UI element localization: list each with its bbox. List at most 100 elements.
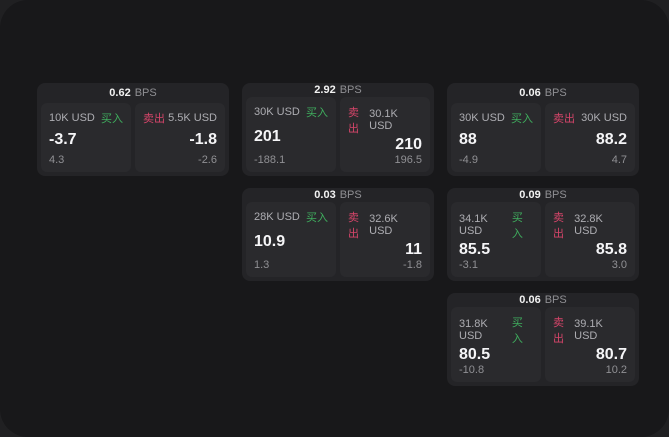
bps-header: 0.09 BPS [447,188,639,202]
quote-card-body: 30K USD 买入 88 -4.9 卖出 30K USD 88.2 4.7 [447,103,639,176]
bps-unit: BPS [134,87,157,99]
buy-amount: 10K USD [49,112,95,124]
sell-price: 85.8 [595,241,627,259]
buy-price: 85.5 [459,241,491,259]
sell-sub-value: -1.8 [403,259,422,271]
sell-side-label: 卖出 [553,113,575,125]
quote-card-body: 28K USD 买入 10.9 1.3 卖出 32.6K USD 11 -1.8 [242,202,434,281]
buy-header-row: 10K USD 买入 [49,110,123,126]
quote-card-body: 30K USD 买入 201 -188.1 卖出 30.1K USD 210 1… [242,97,434,176]
bps-unit: BPS [544,294,567,307]
buy-header-row: 28K USD 买入 [254,209,328,225]
bps-value: 0.03 [314,189,336,202]
buy-sub-value: -4.9 [459,154,478,166]
bps-value: 2.92 [314,84,336,97]
bps-unit: BPS [544,189,567,202]
sell-header-row: 卖出 5.5K USD [143,110,217,126]
sell-price: -1.8 [189,131,217,149]
bps-header: 0.06 BPS [447,83,639,103]
buy-sub-value: 4.3 [49,154,65,166]
sell-sub-value: 10.2 [605,364,627,376]
buy-panel[interactable]: 10K USD 买入 -3.7 4.3 [41,103,131,172]
buy-side-label: 买入 [511,317,523,346]
quote-card: 0.06 BPS 30K USD 买入 88 -4.9 卖出 30K USD 8… [447,83,639,176]
quote-card: 0.09 BPS 34.1K USD 买入 85.5 -3.1 卖出 32.8K… [447,188,639,281]
sell-sub-value: -2.6 [198,154,217,166]
sell-sub-value: 4.7 [611,154,627,166]
buy-side-label: 买入 [511,212,523,241]
bps-unit: BPS [339,189,362,202]
sell-amount: 5.5K USD [168,112,217,124]
sell-header-row: 卖出 30K USD [553,110,627,126]
bps-value: 0.06 [519,87,541,99]
buy-side-label: 买入 [101,113,123,125]
sell-panel[interactable]: 卖出 30.1K USD 210 196.5 [340,97,430,172]
sell-header-row: 卖出 32.6K USD [348,209,422,241]
buy-amount: 28K USD [254,211,300,224]
quote-card: 0.06 BPS 31.8K USD 买入 80.5 -10.8 卖出 39.1… [447,293,639,386]
quote-card: 2.92 BPS 30K USD 买入 201 -188.1 卖出 30.1K … [242,83,434,176]
sell-amount: 39.1K USD [574,318,603,343]
buy-side-label: 买入 [306,212,328,225]
bps-value: 0.06 [519,294,541,307]
buy-header-row: 31.8K USD 买入 [459,314,533,346]
bps-header: 0.06 BPS [447,293,639,307]
sell-side-label: 卖出 [348,212,359,241]
buy-sub-value: -3.1 [459,259,478,271]
bps-value: 0.62 [109,87,131,99]
bps-header: 2.92 BPS [242,83,434,97]
sell-amount: 30K USD [581,112,627,124]
buy-header-row: 30K USD 买入 [459,110,533,126]
quote-card-body: 34.1K USD 买入 85.5 -3.1 卖出 32.8K USD 85.8… [447,202,639,281]
buy-side-label: 买入 [511,113,533,125]
sell-amount: 32.6K USD [369,213,398,238]
sell-side-label: 卖出 [348,107,359,136]
sell-amount: 32.8K USD [574,213,603,238]
sell-sub-value: 3.0 [611,259,627,271]
sell-panel[interactable]: 卖出 32.6K USD 11 -1.8 [340,202,430,277]
sell-price: 80.7 [595,346,627,364]
sell-panel[interactable]: 卖出 32.8K USD 85.8 3.0 [545,202,635,277]
sell-side-label: 卖出 [143,113,165,125]
quote-card: 0.62 BPS 10K USD 买入 -3.7 4.3 卖出 5.5K USD… [37,83,229,176]
sell-header-row: 卖出 32.8K USD [553,209,627,241]
sell-header-row: 卖出 30.1K USD [348,104,422,136]
buy-panel[interactable]: 28K USD 买入 10.9 1.3 [246,202,336,277]
sell-price: 210 [395,136,422,154]
sell-panel[interactable]: 卖出 5.5K USD -1.8 -2.6 [135,103,225,172]
buy-amount: 30K USD [459,112,505,124]
buy-amount: 31.8K USD [459,318,488,343]
bps-header: 0.62 BPS [37,83,229,103]
buy-panel[interactable]: 30K USD 买入 88 -4.9 [451,103,541,172]
buy-amount: 34.1K USD [459,213,488,238]
buy-sub-value: -188.1 [254,154,286,166]
buy-header-row: 34.1K USD 买入 [459,209,533,241]
buy-price: 201 [254,128,281,146]
sell-header-row: 卖出 39.1K USD [553,314,627,346]
buy-price: -3.7 [49,131,77,149]
buy-sub-value: -10.8 [459,364,485,376]
quote-card: 0.03 BPS 28K USD 买入 10.9 1.3 卖出 32.6K US… [242,188,434,281]
quote-card-body: 10K USD 买入 -3.7 4.3 卖出 5.5K USD -1.8 -2.… [37,103,229,176]
sell-panel[interactable]: 卖出 39.1K USD 80.7 10.2 [545,307,635,382]
sell-side-label: 卖出 [553,317,564,346]
quote-card-body: 31.8K USD 买入 80.5 -10.8 卖出 39.1K USD 80.… [447,307,639,386]
sell-price: 88.2 [595,131,627,149]
buy-panel[interactable]: 30K USD 买入 201 -188.1 [246,97,336,172]
bps-unit: BPS [544,87,567,99]
bps-header: 0.03 BPS [242,188,434,202]
buy-panel[interactable]: 34.1K USD 买入 85.5 -3.1 [451,202,541,277]
buy-price: 80.5 [459,346,491,364]
sell-amount: 30.1K USD [369,108,398,133]
sell-sub-value: 196.5 [394,154,422,166]
buy-price: 10.9 [254,233,286,251]
bps-value: 0.09 [519,189,541,202]
buy-panel[interactable]: 31.8K USD 买入 80.5 -10.8 [451,307,541,382]
buy-sub-value: 1.3 [254,259,270,271]
sell-panel[interactable]: 卖出 30K USD 88.2 4.7 [545,103,635,172]
bps-unit: BPS [339,84,362,97]
sell-side-label: 卖出 [553,212,564,241]
buy-amount: 30K USD [254,106,300,119]
buy-header-row: 30K USD 买入 [254,104,328,120]
